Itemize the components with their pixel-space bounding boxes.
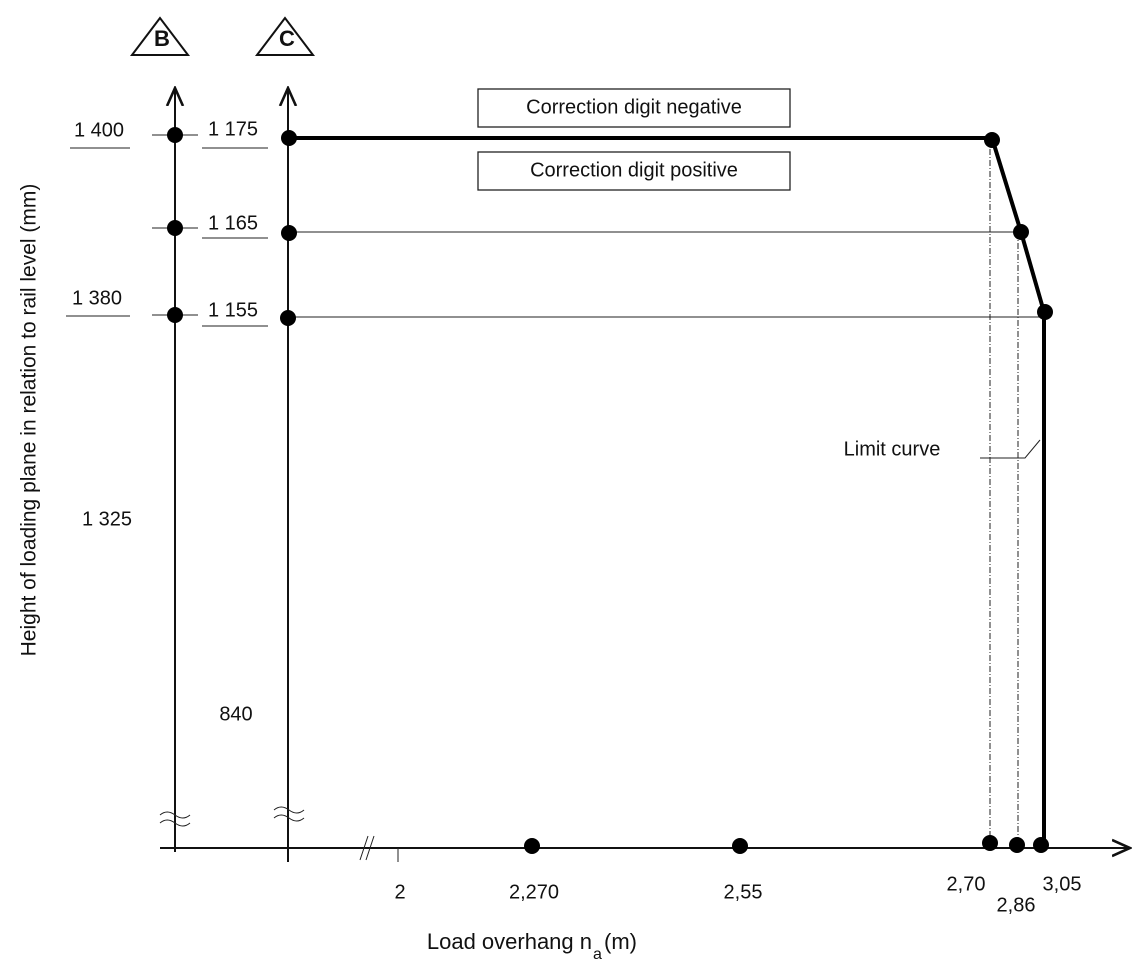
point [1033,837,1049,853]
point [1009,837,1025,853]
b-label: 1 325 [82,508,132,530]
x-label: 3,05 [1043,873,1082,895]
box-label: Correction digit positive [530,159,738,181]
point [524,838,540,854]
marker-triangle [254,16,316,56]
limit-curve [288,136,1046,848]
c-label: 1 165 [208,212,258,234]
x-label: 2,55 [724,881,763,903]
marker-triangle [129,16,191,56]
marker-label: C [279,26,295,51]
marker-label: B [154,26,170,51]
box [477,88,791,128]
point [281,225,297,241]
break-mark [359,835,375,861]
point [280,310,296,326]
box-label: Correction digit negative [526,96,742,118]
box [477,151,791,191]
point [167,220,183,236]
break-mark [273,806,305,822]
b-label: 1 400 [74,119,124,141]
x-label: 2 [394,881,405,903]
point [1037,304,1053,320]
point [732,838,748,854]
point [984,132,1000,148]
points [167,127,1053,854]
b-label: 1 380 [72,287,122,309]
x-axis-title: Load overhang n [427,929,592,954]
leader-line [980,439,1041,459]
c-label: 1 175 [208,118,258,140]
point [982,835,998,851]
y-axis-title: Height of loading plane in relation to r… [18,184,41,657]
point [167,307,183,323]
limit-curve-label: Limit curve [844,438,941,460]
x-label: 2,86 [997,894,1036,916]
point [167,127,183,143]
x-axis-title-unit: (m) [604,929,637,954]
x-label: 2,270 [509,881,559,903]
c-label: 840 [219,703,252,725]
point [281,130,297,146]
x-label: 2,70 [947,873,986,895]
break-mark [159,811,191,827]
point [1013,224,1029,240]
c-label: 1 155 [208,299,258,321]
x-axis-title-subscript: a [593,946,602,963]
